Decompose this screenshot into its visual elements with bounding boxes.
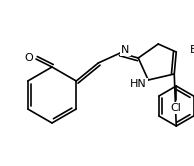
Text: Br: Br <box>190 45 194 55</box>
Text: N: N <box>121 45 129 55</box>
Text: Cl: Cl <box>171 103 182 113</box>
Text: HN: HN <box>130 79 147 89</box>
Text: O: O <box>25 53 33 63</box>
